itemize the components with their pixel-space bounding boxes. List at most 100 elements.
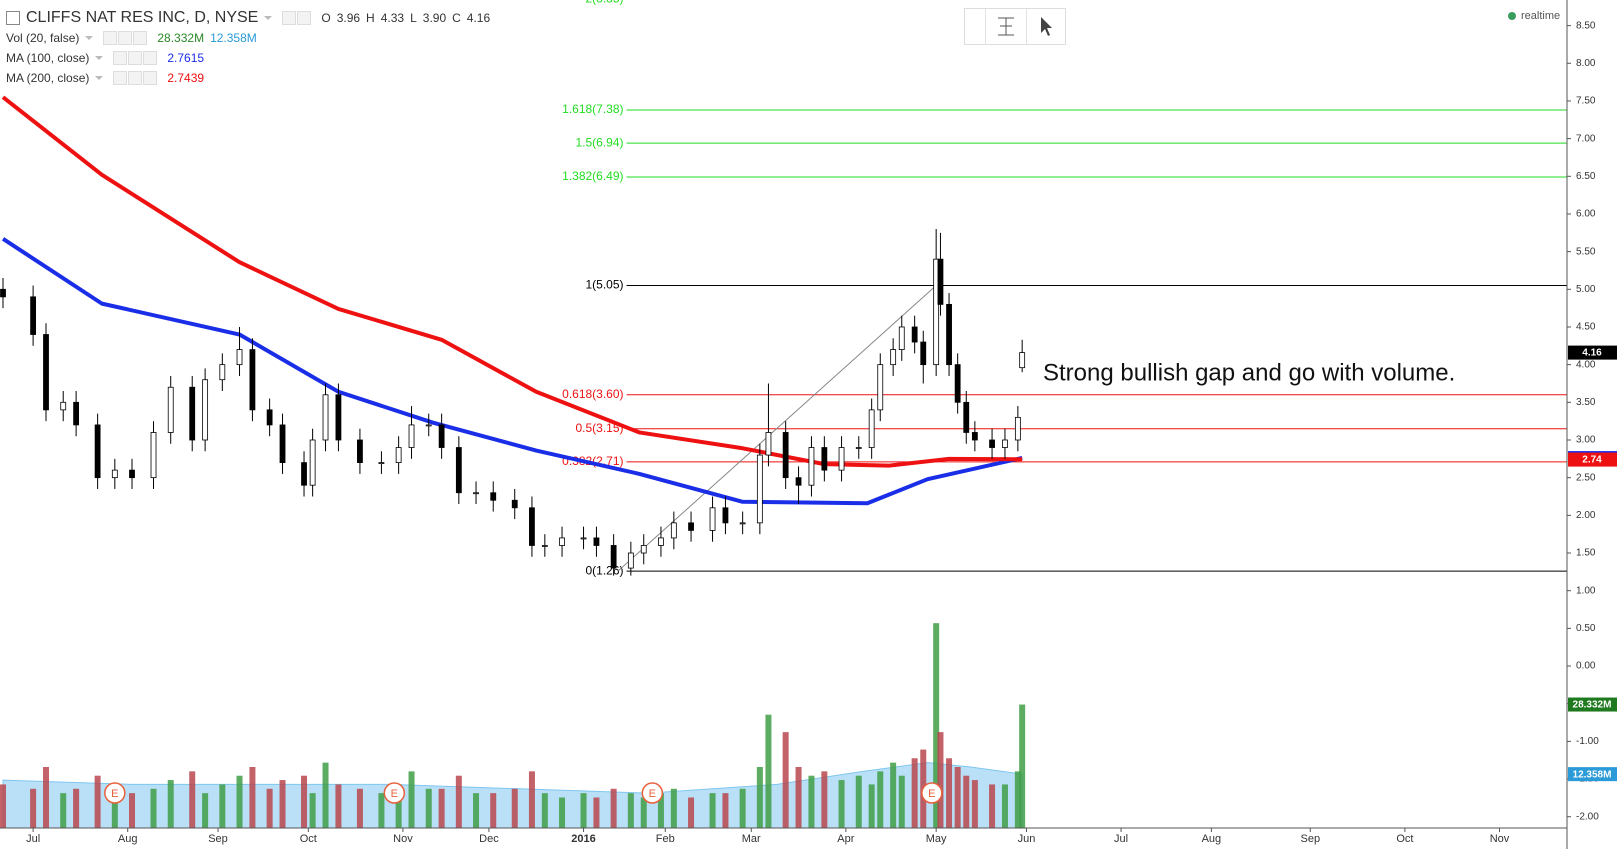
y-tick-label: 8.00 <box>1576 58 1596 69</box>
caret[interactable] <box>95 56 104 60</box>
realtime-label: realtime <box>1521 10 1561 22</box>
volume-bar <box>911 758 918 828</box>
volume-bar <box>43 766 50 828</box>
ohlc-value: 3.96 <box>336 11 361 25</box>
volume-bar <box>838 780 845 828</box>
volume-bar <box>688 797 695 828</box>
candle-body <box>627 552 634 569</box>
volume-bar <box>808 775 815 828</box>
candle-body <box>309 439 316 486</box>
candle-body <box>266 409 273 426</box>
candle-body <box>808 447 815 486</box>
fib-label: 2(8.85) <box>586 0 624 5</box>
volume-bar <box>219 784 226 828</box>
volume-bar <box>473 793 480 828</box>
drag-handle[interactable] <box>965 9 986 44</box>
candle-body <box>1019 352 1026 369</box>
legend-row: CLIFFS NAT RES INC, D, NYSE O 3.96 H 4.33 … <box>6 8 490 28</box>
candle-body <box>279 424 286 463</box>
earnings-circle <box>641 782 664 804</box>
icon[interactable] <box>113 51 128 65</box>
volume-bar <box>954 766 961 828</box>
annotation: Strong bullish gap and go with volume. <box>1043 359 1455 386</box>
icon[interactable] <box>128 71 143 85</box>
volume-bar <box>301 775 308 828</box>
volume-ma-tag: 12.358M <box>1573 769 1612 780</box>
icon[interactable] <box>297 11 312 25</box>
volume-bar <box>765 714 772 828</box>
y-tick-label: 6.50 <box>1576 171 1596 182</box>
volume-bar <box>490 793 497 828</box>
indicator-name: Vol (20, false) <box>6 31 80 45</box>
ma-line <box>1 95 1023 468</box>
icon[interactable] <box>118 31 133 45</box>
candle-body <box>640 545 647 554</box>
legend-row: MA (200, close) 2.7439 <box>6 68 490 88</box>
measure-icon <box>998 17 1014 36</box>
caret[interactable] <box>95 76 104 80</box>
legend: CLIFFS NAT RES INC, D, NYSE O 3.96 H 4.33 … <box>6 8 490 88</box>
volume-bar <box>855 775 862 828</box>
cursor-icon <box>1041 17 1052 36</box>
volume-bar <box>455 775 462 828</box>
collapse-icon[interactable] <box>6 11 20 25</box>
volume-bar <box>971 780 978 828</box>
candle-body <box>438 424 445 448</box>
legend-row: Vol (20, false) 28.332M 12.358M <box>6 28 490 48</box>
icon[interactable] <box>128 51 143 65</box>
candle-body <box>73 401 80 426</box>
volume-bar <box>202 793 209 828</box>
caret[interactable] <box>85 36 94 40</box>
volume-bar <box>236 775 243 828</box>
ohlc-label: O <box>321 11 331 25</box>
volume-bar <box>739 788 746 828</box>
icon[interactable] <box>133 31 148 45</box>
volume-bar <box>73 788 80 828</box>
candle-body <box>937 258 944 305</box>
volume-bar <box>1001 784 1008 828</box>
cursor-button[interactable] <box>1027 9 1065 44</box>
volume-bar <box>937 732 944 828</box>
icon[interactable] <box>103 31 118 45</box>
y-tick-label: 0.50 <box>1576 623 1596 634</box>
candle-body <box>473 492 479 495</box>
volume-bar <box>989 784 996 828</box>
candle-body <box>722 507 729 524</box>
volume-bar <box>1019 704 1026 828</box>
y-tick-label: 5.50 <box>1576 246 1596 257</box>
candle-body <box>335 394 342 441</box>
candle-body <box>378 462 385 464</box>
candle-body <box>1002 439 1008 448</box>
y-tick-label: -1.00 <box>1576 736 1599 747</box>
y-tick-label: 7.50 <box>1576 96 1596 107</box>
icon[interactable] <box>113 71 128 85</box>
candle-body <box>490 492 497 501</box>
x-tick-label: Nov <box>1490 833 1510 845</box>
candle-body <box>593 537 600 546</box>
ohlc-value: 4.16 <box>466 11 491 25</box>
candle-body <box>425 424 432 427</box>
volume-bar <box>438 788 445 828</box>
icon[interactable] <box>143 71 158 85</box>
y-tick-label: -2.00 <box>1576 811 1599 822</box>
candle-body <box>236 349 243 366</box>
indicator-name: MA (100, close) <box>6 51 90 65</box>
volume-bar <box>610 788 617 828</box>
candle-body <box>782 432 789 479</box>
candle-body <box>580 537 587 540</box>
ma-tag-bg <box>1568 452 1617 467</box>
volume-bar <box>627 793 634 828</box>
icon[interactable] <box>143 51 158 65</box>
caret[interactable] <box>264 16 273 20</box>
price-tag-bg <box>1568 345 1617 360</box>
candle-body <box>322 394 329 441</box>
measure-button[interactable] <box>986 9 1027 44</box>
indicator-value: 2.7439 <box>167 71 205 85</box>
candle-body <box>838 447 845 471</box>
candle-body <box>670 522 677 539</box>
volume-bar <box>249 766 256 828</box>
volume-bar <box>580 793 587 828</box>
y-tick-label: 4.00 <box>1576 359 1596 370</box>
candle-body <box>219 364 226 381</box>
icon[interactable] <box>282 11 297 25</box>
